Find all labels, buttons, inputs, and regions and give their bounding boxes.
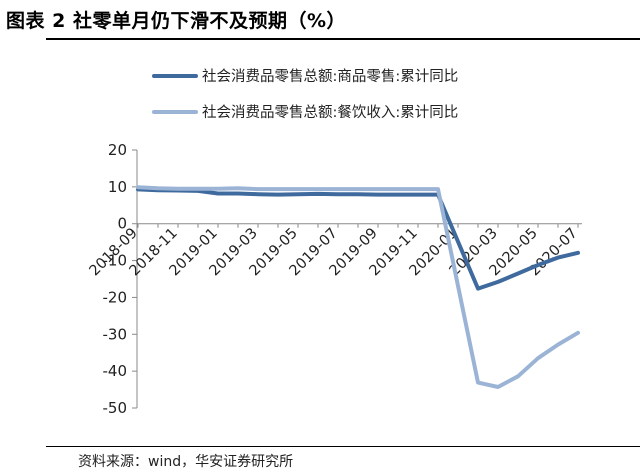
legend-label-2: 社会消费品零售总额:餐饮收入:累计同比: [202, 104, 458, 121]
y-tick-label: 20: [108, 141, 127, 159]
y-tick-label: -30: [103, 325, 128, 343]
legend-label-1: 社会消费品零售总额:商品零售:累计同比: [202, 68, 458, 85]
figure-title: 图表 2 社零单月仍下滑不及预期（%）: [6, 10, 346, 32]
y-tick-label: -40: [103, 362, 128, 380]
y-tick-label: -20: [103, 288, 128, 306]
source-rule: [46, 446, 640, 447]
series-lines: [136, 185, 580, 389]
y-tick-label: -50: [103, 399, 128, 417]
series-line-1: [136, 187, 580, 291]
source-note: 资料来源：wind，华安证券研究所: [78, 454, 294, 470]
y-tick-label: -10: [103, 252, 128, 270]
title-rule: [46, 38, 640, 40]
y-tick-label: 0: [117, 215, 127, 233]
series-line-2: [136, 185, 580, 389]
y-tick-label: 10: [108, 178, 127, 196]
